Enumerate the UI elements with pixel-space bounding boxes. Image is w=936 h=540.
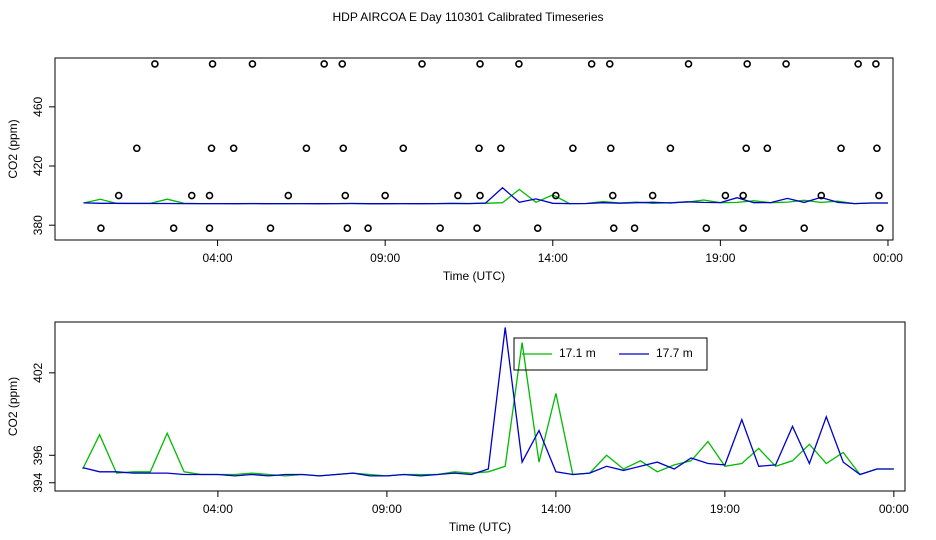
x-tick-label: 19:00	[710, 502, 740, 516]
data-point	[229, 144, 238, 153]
data-point	[648, 191, 657, 200]
data-point	[854, 60, 862, 68]
series-line	[83, 188, 888, 205]
data-point	[702, 224, 711, 232]
x-tick-label: 14:00	[538, 251, 568, 265]
data-point	[800, 224, 808, 232]
x-tick-label: 19:00	[705, 251, 735, 265]
data-point	[475, 144, 483, 153]
data-point	[608, 191, 617, 200]
legend-box	[513, 337, 708, 371]
y-tick-label: 402	[31, 363, 45, 383]
data-point	[569, 144, 577, 153]
data-point	[515, 60, 523, 68]
data-point	[609, 224, 618, 232]
data-point	[666, 144, 675, 153]
y-tick-label: 420	[31, 156, 45, 176]
x-tick-label: 04:00	[203, 502, 233, 516]
y-tick-label: 396	[31, 445, 45, 465]
data-point	[284, 191, 293, 200]
series-line	[83, 186, 888, 205]
plot-frame	[54, 57, 894, 241]
x-tick-label: 09:00	[370, 251, 400, 265]
data-point	[782, 60, 790, 68]
y-axis-label: CO2 (ppm)	[6, 119, 20, 178]
data-point	[587, 60, 596, 68]
data-point	[132, 144, 141, 153]
data-point	[338, 60, 347, 68]
data-point	[739, 191, 747, 200]
data-point	[454, 191, 462, 200]
series-line	[82, 342, 894, 477]
data-point	[630, 224, 639, 232]
legend-label: 17.1 m	[559, 346, 596, 360]
data-point	[873, 144, 881, 153]
data-point	[208, 60, 217, 68]
data-point	[476, 191, 484, 200]
data-point	[817, 191, 826, 200]
y-tick-label: 460	[31, 96, 45, 116]
data-point	[266, 224, 275, 232]
figure-title: HDP AIRCOA E Day 110301 Calibrated Times…	[332, 10, 603, 24]
data-point	[302, 144, 311, 153]
data-point	[551, 191, 560, 200]
data-point	[343, 224, 352, 232]
data-point	[721, 191, 730, 200]
y-tick-label: 394	[31, 472, 45, 492]
data-point	[875, 191, 883, 200]
data-point	[763, 144, 772, 153]
data-point	[381, 191, 389, 200]
plot-frame	[54, 321, 906, 492]
x-tick-label: 00:00	[879, 502, 909, 516]
data-point	[742, 144, 750, 153]
data-point	[339, 144, 348, 153]
x-axis-label: Time (UTC)	[449, 520, 511, 534]
x-tick-label: 00:00	[873, 251, 903, 265]
data-point	[436, 224, 444, 232]
y-tick-label: 380	[31, 215, 45, 235]
data-point	[876, 224, 884, 232]
data-point	[151, 60, 159, 68]
series-line	[82, 327, 894, 477]
x-tick-label: 09:00	[372, 502, 402, 516]
data-point	[605, 60, 614, 68]
x-axis-label: Time (UTC)	[443, 269, 505, 283]
data-point	[743, 60, 751, 68]
data-point	[399, 144, 408, 153]
data-point	[606, 144, 615, 153]
y-axis-label: CO2 (ppm)	[6, 377, 20, 436]
data-point	[476, 60, 484, 68]
x-tick-label: 04:00	[203, 251, 233, 265]
data-point	[837, 144, 845, 153]
data-point	[418, 60, 426, 68]
data-point	[364, 224, 372, 232]
data-point	[97, 224, 105, 232]
data-point	[341, 191, 350, 200]
data-point	[205, 191, 214, 200]
data-point	[320, 60, 328, 68]
data-point	[872, 60, 880, 68]
data-point	[497, 144, 505, 153]
data-point	[684, 60, 693, 68]
data-point	[114, 191, 123, 200]
data-point	[205, 224, 214, 232]
data-point	[207, 144, 216, 153]
data-point	[473, 224, 481, 232]
legend-label: 17.7 m	[656, 346, 693, 360]
x-tick-label: 14:00	[541, 502, 571, 516]
data-point	[739, 224, 747, 232]
data-point	[533, 224, 542, 232]
data-point	[248, 60, 257, 68]
data-point	[169, 224, 178, 232]
data-point	[187, 191, 196, 200]
